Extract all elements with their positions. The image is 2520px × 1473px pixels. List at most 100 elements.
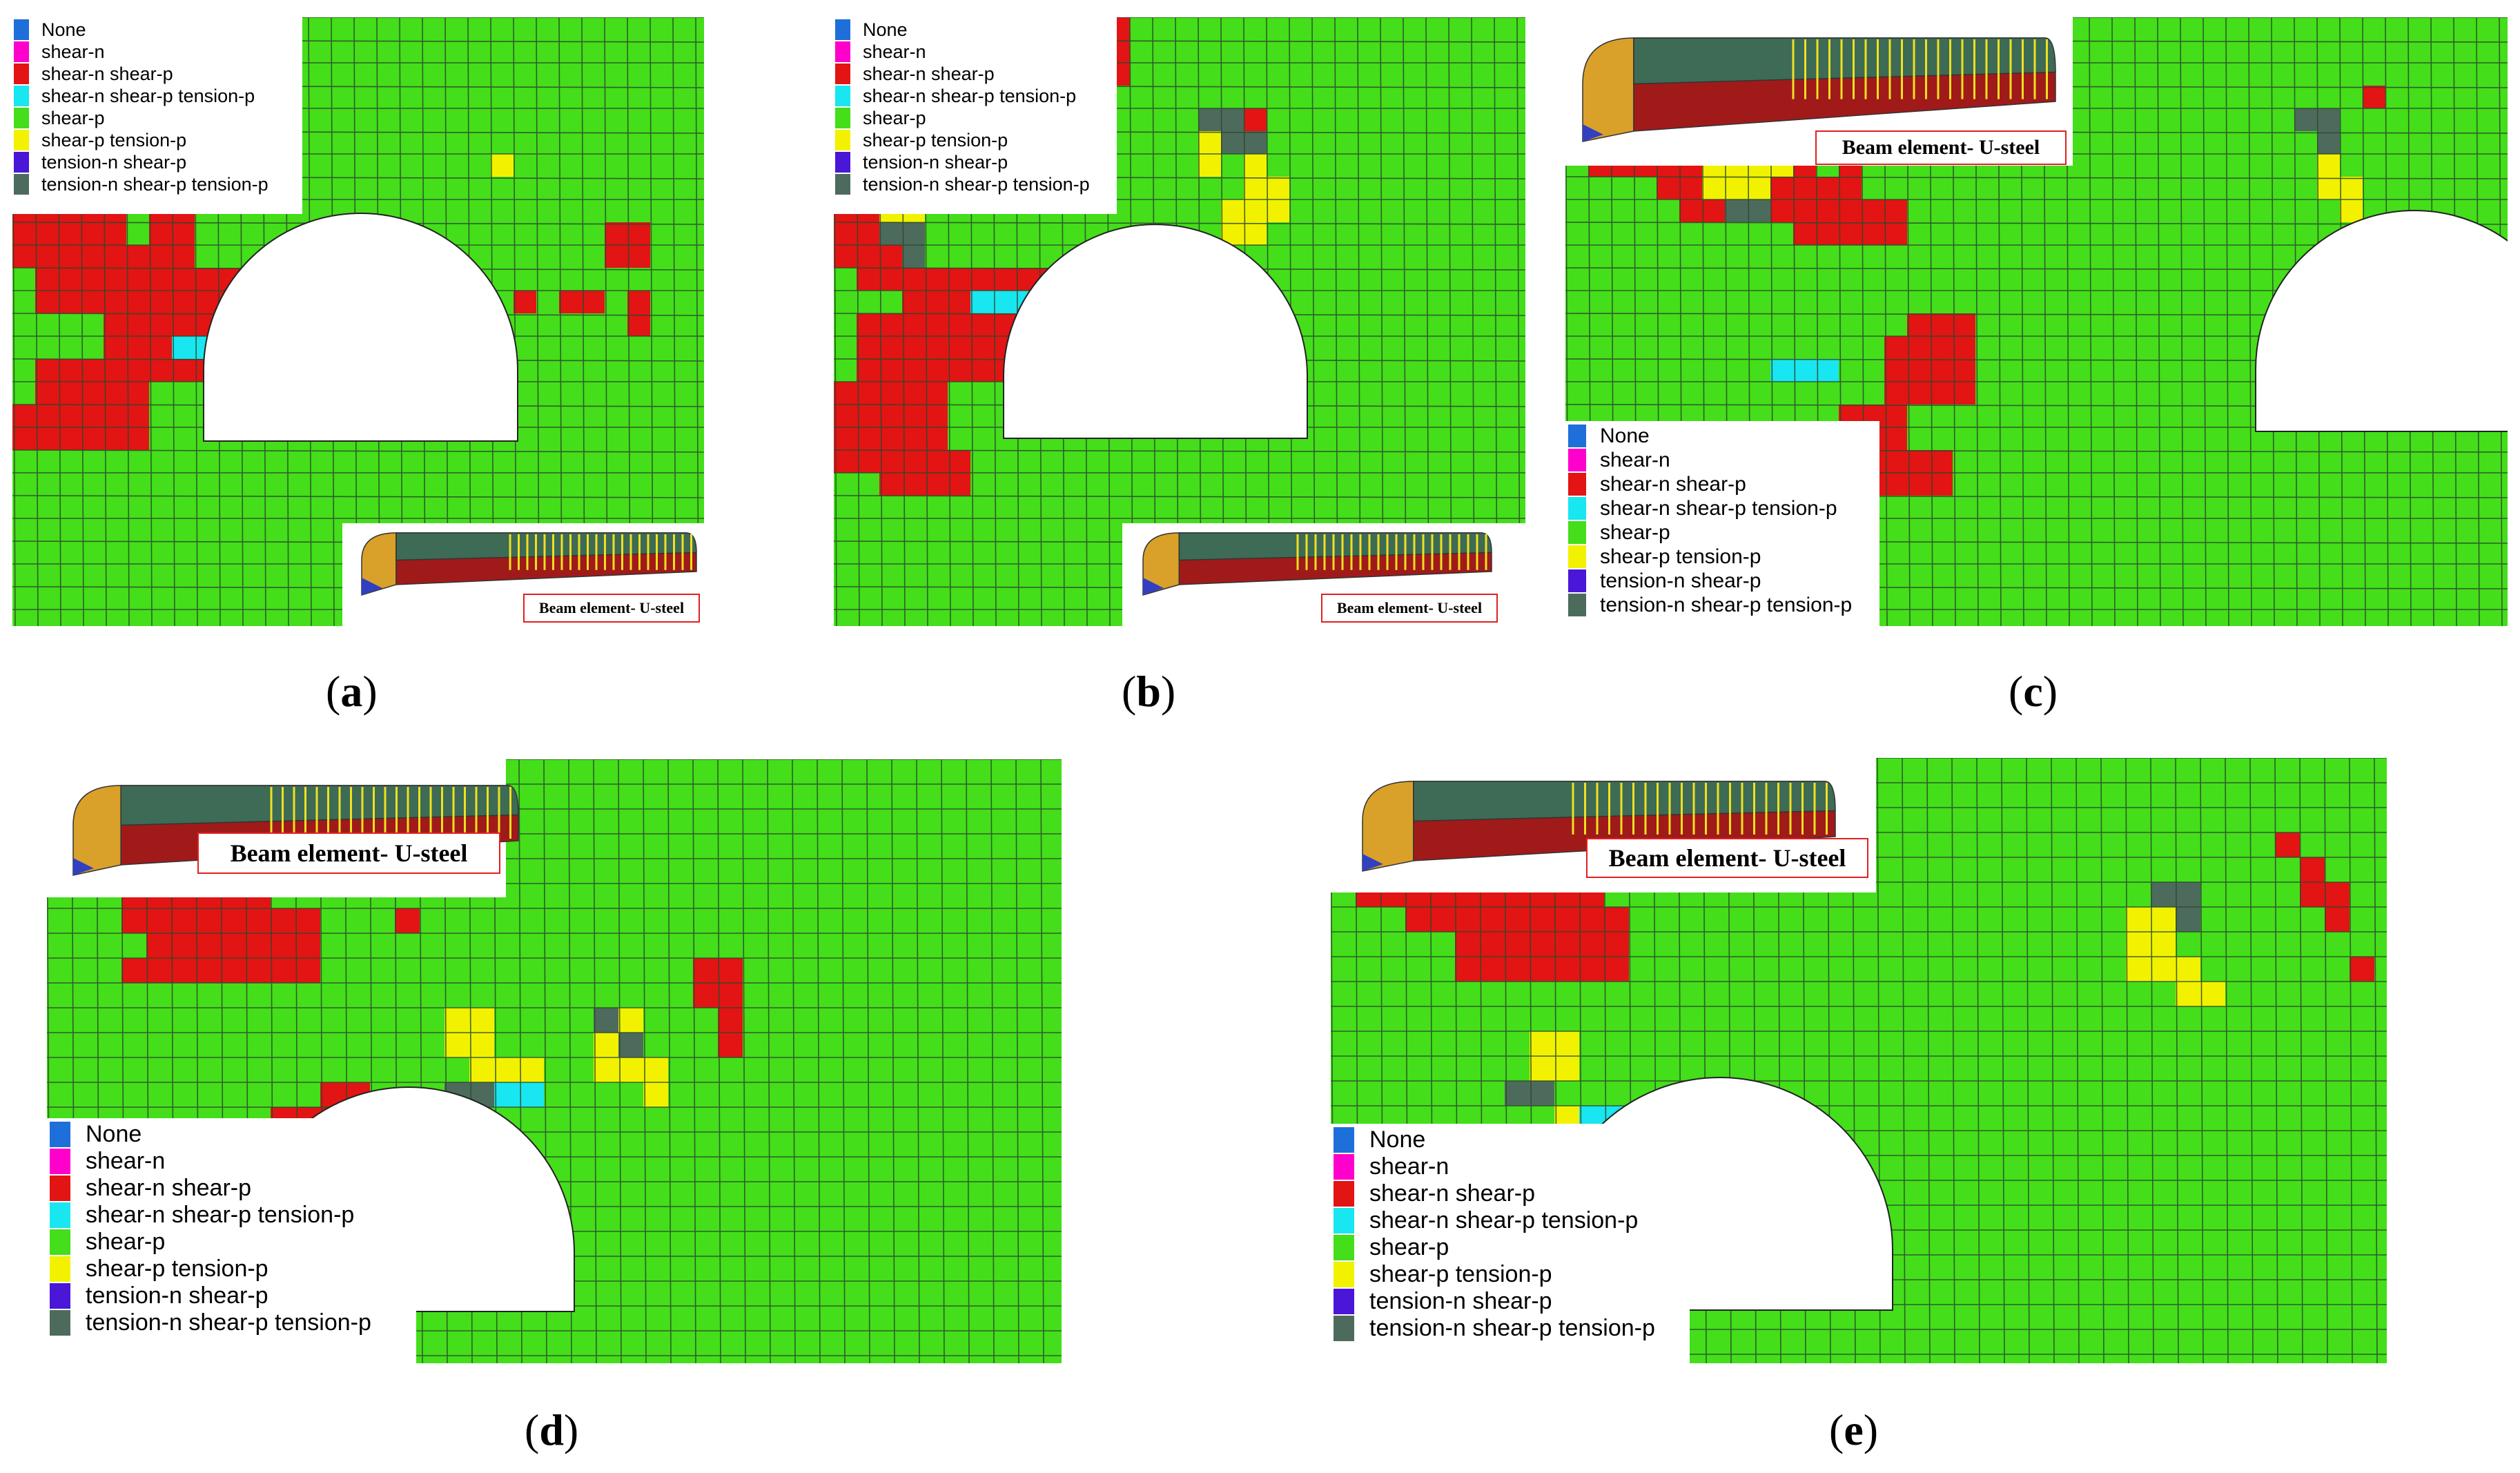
zone-cell — [627, 291, 650, 313]
zone-cell — [857, 336, 879, 359]
arch-base — [1143, 578, 1164, 595]
zone-cell — [1862, 222, 1884, 245]
zone-cell — [2200, 982, 2225, 1006]
zone-cell — [1530, 957, 1554, 982]
zone-cell — [1884, 382, 1907, 404]
zone-cell — [902, 382, 925, 404]
zone-cell — [35, 382, 58, 404]
legend-swatch — [835, 108, 850, 128]
zone-cell — [172, 291, 195, 313]
zone-cell — [834, 427, 857, 450]
zone-cell — [271, 958, 295, 983]
panel-b: None shear-n shear-n shear-p shear-n shear-… — [834, 17, 1525, 626]
zone-cell — [35, 427, 58, 450]
zone-cell — [948, 450, 970, 473]
zone-cell — [1455, 957, 1480, 982]
zone-cell — [948, 313, 970, 336]
u-steel-ribs — [1296, 534, 1487, 570]
legend-label: shear-n shear-p tension-p — [41, 85, 255, 106]
zone-cell — [1816, 177, 1839, 199]
zone-cell — [221, 908, 246, 933]
zone-cell — [1480, 957, 1505, 982]
zone-cell — [146, 958, 171, 983]
zone-cell — [2151, 882, 2176, 907]
zone-cell — [1530, 907, 1554, 932]
zone-cell — [2176, 882, 2200, 907]
beam-element-label: Beam element- U-steel — [1815, 130, 2067, 165]
legend-label: tension-n shear-p — [41, 151, 187, 173]
zone-cell — [2126, 932, 2151, 957]
legend-swatch — [1334, 1235, 1354, 1260]
legend-swatch — [50, 1122, 70, 1147]
legend-item: shear-p tension-p — [835, 129, 1117, 151]
zone-cell — [834, 245, 857, 268]
legend-item: shear-p — [835, 107, 1117, 129]
zone-cell — [149, 359, 172, 382]
zone-cell — [559, 291, 582, 313]
beam-element-label: Beam element- U-steel — [1586, 838, 1868, 878]
caption-letter: a — [340, 667, 363, 716]
zone-cell — [1953, 359, 1975, 382]
caption-open: ( — [1122, 667, 1137, 716]
arch-base — [1362, 854, 1383, 871]
legend-label: shear-n shear-p — [863, 63, 995, 84]
zone-cell — [948, 268, 970, 291]
legend-item: None — [1334, 1126, 1690, 1153]
u-steel-inset-b: Beam element- U-steel — [1122, 523, 1525, 626]
zone-cell — [2363, 86, 2385, 108]
zone-cell — [857, 268, 879, 291]
legend-item: shear-n — [14, 41, 302, 63]
zone-cell — [2317, 108, 2340, 131]
zone-cell — [879, 313, 902, 336]
legend-item: shear-p tension-p — [1334, 1261, 1690, 1288]
legend-label: shear-p tension-p — [1369, 1261, 1552, 1287]
zone-cell — [1554, 1031, 1579, 1056]
zone-cell — [35, 404, 58, 427]
zone-cell — [494, 1057, 519, 1082]
legend-label: shear-p — [86, 1229, 166, 1255]
legend-item: shear-n — [835, 41, 1117, 63]
zone-cell — [1679, 177, 1702, 199]
zone-cell — [58, 359, 81, 382]
zone-cell — [879, 359, 902, 382]
zone-cell — [2176, 907, 2200, 932]
legend-label: shear-n — [1369, 1153, 1449, 1180]
zone-cell — [58, 404, 81, 427]
zone-cell — [126, 359, 149, 382]
legend-d: None shear-n shear-n shear-p shear-n shear-… — [47, 1118, 416, 1363]
zone-cell — [1953, 336, 1975, 359]
caption-letter: c — [2023, 667, 2043, 716]
zone-cell — [948, 473, 970, 496]
zone-cell — [948, 291, 970, 313]
legend-swatch — [50, 1202, 70, 1228]
legend-item: None — [835, 19, 1117, 41]
legend-item: shear-p — [50, 1229, 416, 1256]
zone-cell — [104, 427, 126, 450]
arch-base — [362, 578, 382, 595]
zone-cell — [1579, 907, 1604, 932]
legend-item: tension-n shear-p — [50, 1282, 416, 1309]
zone-cell — [1793, 199, 1816, 222]
zone-cell — [618, 1008, 643, 1033]
zone-cell — [970, 359, 993, 382]
legend-item: shear-p tension-p — [50, 1256, 416, 1282]
zone-cell — [857, 313, 879, 336]
zone-cell — [2275, 832, 2300, 857]
zone-cell — [1505, 932, 1530, 957]
legend-item: tension-n shear-p — [1568, 569, 1879, 593]
zone-cell — [81, 222, 104, 245]
zone-cell — [693, 958, 718, 983]
legend-swatch — [1334, 1316, 1354, 1341]
legend-swatch — [1334, 1262, 1354, 1287]
zone-cell — [605, 245, 627, 268]
zone-cell — [1657, 177, 1679, 199]
u-steel-ribs — [509, 534, 692, 570]
zone-cell — [1702, 199, 1725, 222]
u-steel-ribs — [1792, 39, 2048, 99]
legend-label: shear-p tension-p — [1600, 545, 1761, 568]
zone-cell — [857, 404, 879, 427]
zone-cell — [149, 336, 172, 359]
zone-cell — [582, 291, 605, 313]
zone-cell — [879, 245, 902, 268]
zone-cell — [1770, 359, 1793, 382]
